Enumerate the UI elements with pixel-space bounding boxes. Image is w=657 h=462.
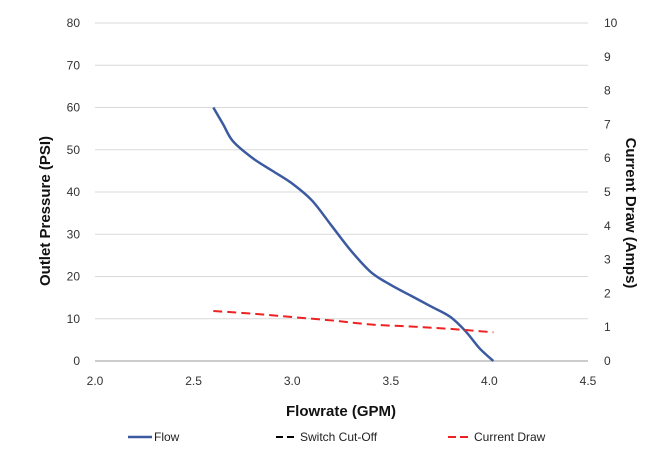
x-tick-labels: 2.0 2.5 3.0 3.5 4.0 4.5 (87, 374, 597, 388)
x-tick-label: 3.5 (382, 374, 399, 388)
x-tick-label: 2.0 (87, 374, 104, 388)
y-tick-label: 10 (67, 312, 81, 326)
y-tick-label: 80 (67, 16, 81, 30)
legend-item-current-draw: Current Draw (448, 430, 546, 444)
y-tick-labels: 0 10 20 30 40 50 60 70 80 (67, 16, 81, 368)
y2-tick-label: 10 (604, 16, 618, 30)
y2-tick-labels: 0 1 2 3 4 5 6 7 8 9 10 (604, 16, 618, 368)
y-tick-label: 70 (67, 58, 81, 72)
x-tick-label: 3.0 (284, 374, 301, 388)
series-line-flow (212, 106, 495, 362)
y2-tick-label: 8 (604, 84, 611, 98)
y-tick-label: 60 (67, 101, 81, 115)
y2-tick-label: 4 (604, 219, 611, 233)
y2-tick-label: 0 (604, 354, 611, 368)
y2-tick-label: 3 (604, 253, 611, 267)
y2-tick-label: 9 (604, 50, 611, 64)
legend-label-switch-cut-off: Switch Cut-Off (300, 430, 378, 444)
y2-tick-label: 6 (604, 151, 611, 165)
y2-tick-label: 5 (604, 185, 611, 199)
x-axis-title: Flowrate (GPM) (286, 403, 396, 420)
legend-item-flow: Flow (128, 430, 180, 444)
y2-axis-title: Current Draw (Amps) (622, 138, 639, 289)
x-tick-label: 4.0 (481, 374, 498, 388)
series-line-current-draw (213, 309, 494, 334)
series-layer (212, 106, 495, 362)
legend-item-switch-cut-off: Switch Cut-Off (276, 430, 378, 444)
y-tick-label: 30 (67, 227, 81, 241)
legend-label-current-draw: Current Draw (474, 430, 546, 444)
y-tick-label: 20 (67, 270, 81, 284)
y2-tick-label: 7 (604, 117, 611, 131)
gridlines (95, 22, 588, 320)
y2-tick-label: 2 (604, 286, 611, 300)
y-tick-label: 40 (67, 185, 81, 199)
y2-tick-label: 1 (604, 320, 611, 334)
legend: Flow Switch Cut-Off Current Draw (128, 430, 546, 444)
y-axis-title: Outlet Pressure (PSI) (37, 136, 54, 286)
legend-label-flow: Flow (154, 430, 180, 444)
x-tick-label: 4.5 (580, 374, 597, 388)
x-tick-label: 2.5 (185, 374, 202, 388)
y-tick-label: 0 (73, 354, 80, 368)
y-tick-label: 50 (67, 143, 81, 157)
